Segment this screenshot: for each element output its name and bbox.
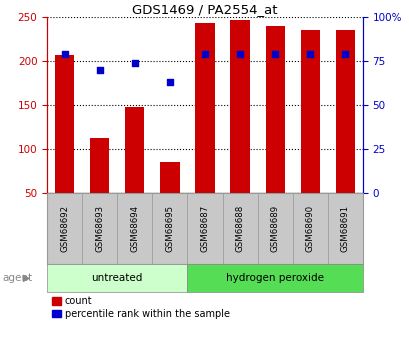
Bar [47, 193, 82, 264]
Bar [125, 107, 144, 193]
Text: ▶: ▶ [22, 273, 30, 283]
Text: GSM68690: GSM68690 [305, 205, 314, 252]
Title: GDS1469 / PA2554_at: GDS1469 / PA2554_at [132, 3, 277, 16]
Text: GSM68694: GSM68694 [130, 205, 139, 252]
Point [131, 60, 138, 66]
Bar [187, 193, 222, 264]
Text: GSM68689: GSM68689 [270, 205, 279, 252]
Bar [55, 55, 74, 193]
Text: GSM68687: GSM68687 [200, 205, 209, 252]
Text: untreated: untreated [91, 273, 143, 283]
Bar [335, 30, 354, 193]
Point [166, 80, 173, 85]
Bar [195, 23, 214, 193]
Bar [152, 193, 187, 264]
Point [341, 51, 348, 57]
Bar [230, 20, 249, 193]
Text: GSM68691: GSM68691 [340, 205, 349, 252]
Bar [265, 26, 284, 193]
Bar [292, 193, 327, 264]
Bar [300, 30, 319, 193]
Text: hydrogen peroxide: hydrogen peroxide [226, 273, 324, 283]
Text: GSM68688: GSM68688 [235, 205, 244, 252]
Point [271, 51, 278, 57]
Point [236, 51, 243, 57]
Point [96, 67, 103, 73]
Text: agent: agent [2, 273, 32, 283]
Point [306, 51, 313, 57]
Text: GSM68693: GSM68693 [95, 205, 104, 252]
Bar [160, 162, 179, 193]
Bar [82, 193, 117, 264]
Text: GSM68695: GSM68695 [165, 205, 174, 252]
Bar [90, 138, 109, 193]
Text: GSM68692: GSM68692 [60, 205, 69, 252]
Bar [187, 264, 362, 292]
Legend: count, percentile rank within the sample: count, percentile rank within the sample [52, 296, 229, 319]
Bar [257, 193, 292, 264]
Bar [327, 193, 362, 264]
Bar [47, 264, 187, 292]
Point [201, 51, 208, 57]
Bar [222, 193, 257, 264]
Bar [117, 193, 152, 264]
Point [61, 51, 68, 57]
